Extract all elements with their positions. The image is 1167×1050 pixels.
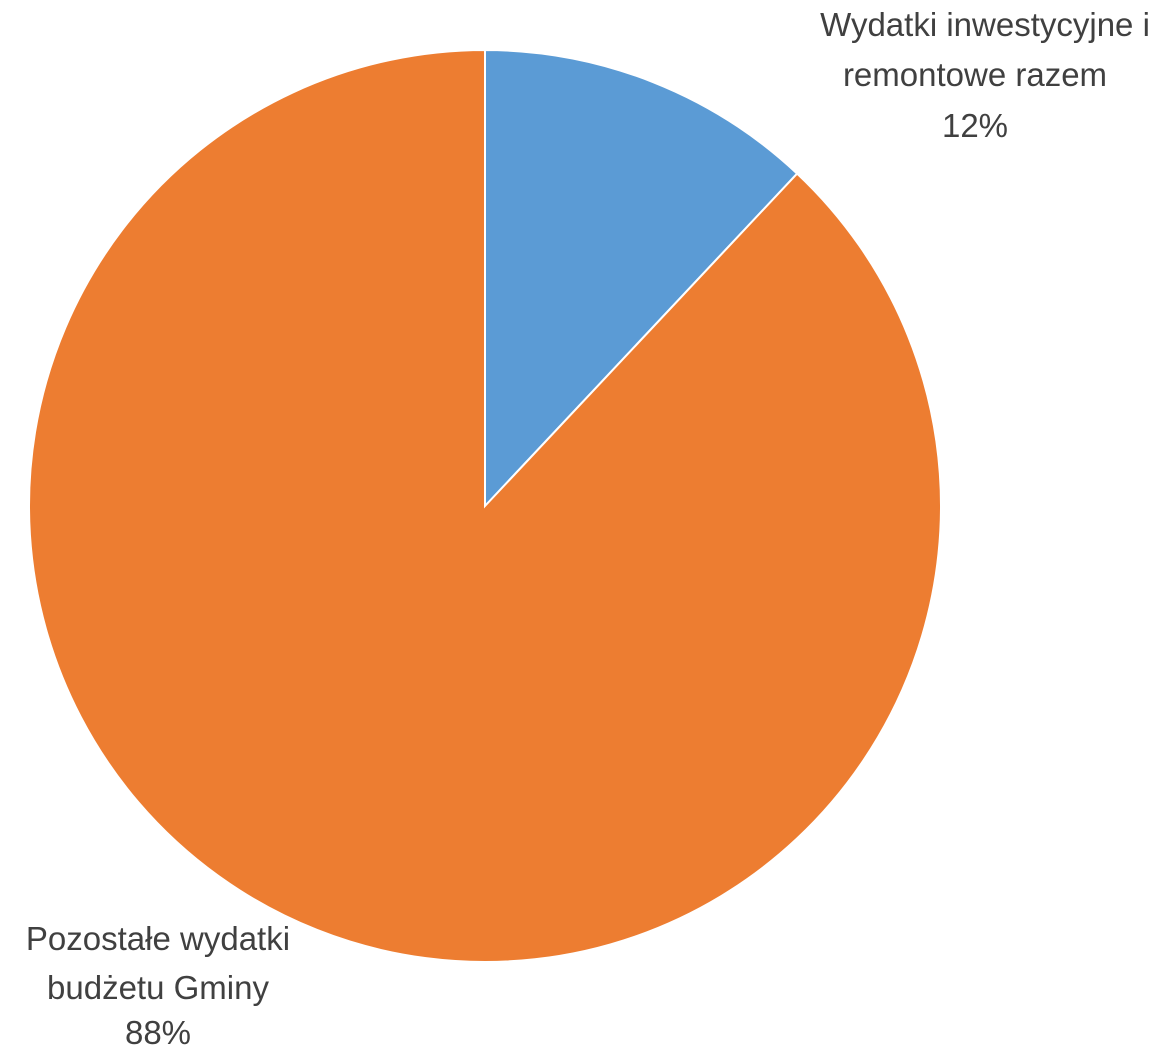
- slice-label-1-line-2: budżetu Gminy: [47, 969, 269, 1006]
- slice-label-1-line-1: Pozostałe wydatki: [26, 920, 290, 957]
- slice-label-0: Wydatki inwestycyjne i remontowe razem 1…: [820, 6, 1150, 144]
- slice-label-0-line-1: Wydatki inwestycyjne i: [820, 6, 1150, 43]
- pie-slice-0: [484, 48, 799, 509]
- slice-label-0-percent: 12%: [942, 107, 1008, 144]
- pie-slices: [28, 48, 943, 963]
- slice-label-1: Pozostałe wydatki budżetu Gminy 88%: [26, 920, 290, 1050]
- pie-slice-1: [28, 48, 943, 963]
- slice-label-1-percent: 88%: [125, 1014, 191, 1050]
- slice-label-0-line-2: remontowe razem: [843, 56, 1107, 93]
